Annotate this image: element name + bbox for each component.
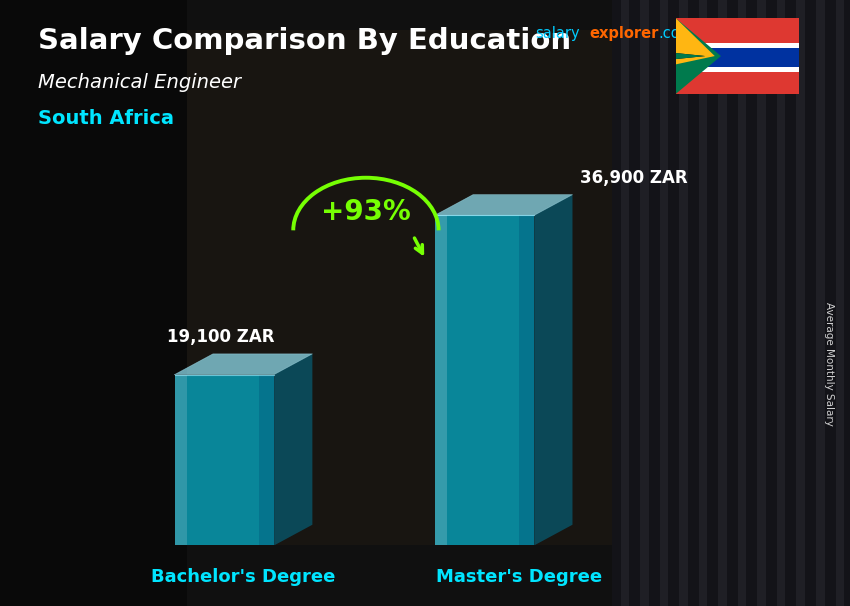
- Bar: [777, 0, 785, 606]
- Polygon shape: [434, 195, 573, 215]
- Bar: [660, 0, 668, 606]
- Text: +93%: +93%: [321, 198, 411, 226]
- Polygon shape: [274, 354, 313, 545]
- Bar: [0, 0, 187, 606]
- Bar: [676, 72, 799, 94]
- Polygon shape: [534, 195, 573, 545]
- Text: 19,100 ZAR: 19,100 ZAR: [167, 328, 275, 347]
- Text: Bachelor's Degree: Bachelor's Degree: [151, 568, 336, 586]
- Text: 36,900 ZAR: 36,900 ZAR: [581, 169, 688, 187]
- Bar: [699, 0, 707, 606]
- Polygon shape: [434, 215, 447, 545]
- Bar: [796, 0, 805, 606]
- Bar: [187, 30, 612, 545]
- Bar: [676, 18, 799, 44]
- Polygon shape: [259, 375, 274, 545]
- Bar: [679, 0, 688, 606]
- Bar: [640, 0, 649, 606]
- Polygon shape: [175, 354, 313, 375]
- Bar: [757, 0, 766, 606]
- Bar: [738, 0, 746, 606]
- Bar: [676, 43, 799, 48]
- Polygon shape: [519, 215, 534, 545]
- Text: Master's Degree: Master's Degree: [436, 568, 602, 586]
- Polygon shape: [175, 375, 187, 545]
- Bar: [676, 43, 799, 68]
- Bar: [836, 0, 844, 606]
- Text: South Africa: South Africa: [38, 109, 174, 128]
- Bar: [620, 0, 629, 606]
- Bar: [718, 0, 727, 606]
- Polygon shape: [434, 215, 534, 545]
- Bar: [816, 0, 824, 606]
- Polygon shape: [676, 53, 705, 59]
- Bar: [612, 0, 850, 606]
- Polygon shape: [676, 18, 721, 94]
- Text: explorer: explorer: [589, 26, 659, 41]
- Bar: [676, 67, 799, 72]
- Polygon shape: [676, 18, 715, 64]
- Bar: [674, 18, 676, 94]
- Polygon shape: [676, 53, 705, 59]
- Text: Mechanical Engineer: Mechanical Engineer: [38, 73, 241, 92]
- Text: .com: .com: [658, 26, 694, 41]
- Polygon shape: [175, 375, 274, 545]
- Text: Average Monthly Salary: Average Monthly Salary: [824, 302, 834, 425]
- Text: salary: salary: [536, 26, 580, 41]
- Text: Salary Comparison By Education: Salary Comparison By Education: [38, 27, 571, 55]
